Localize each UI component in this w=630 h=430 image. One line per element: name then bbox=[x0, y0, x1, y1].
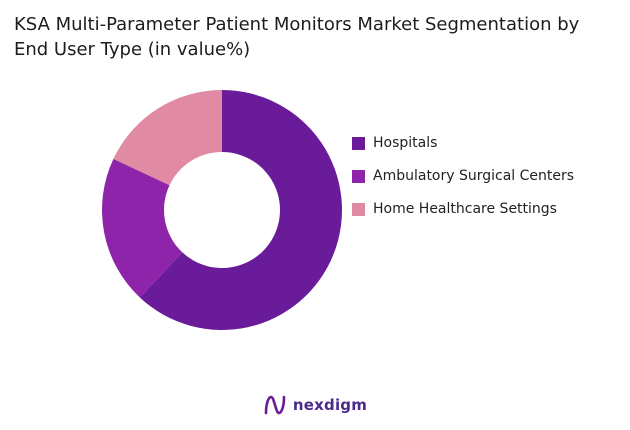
donut-slices bbox=[102, 90, 342, 330]
slice-hospitals bbox=[139, 90, 342, 330]
chart-title-line-1: KSA Multi-Parameter Patient Monitors Mar… bbox=[14, 14, 580, 35]
legend-label-ambulatory-surgical-centers: Ambulatory Surgical Centers bbox=[373, 168, 575, 184]
chart-legend: Hospitals Ambulatory Surgical Centers Ho… bbox=[352, 134, 574, 233]
chart-title: KSA Multi-Parameter Patient Monitors Mar… bbox=[14, 12, 614, 62]
brand-name: nexdigm bbox=[292, 396, 368, 414]
legend-swatch-home-healthcare-settings bbox=[352, 202, 365, 216]
legend-swatch-hospitals bbox=[352, 136, 365, 150]
chart-title-line-2: End User Type (in value%) bbox=[14, 39, 251, 60]
legend-swatch-ambulatory-surgical-centers bbox=[352, 169, 365, 183]
slice-home-healthcare-settings bbox=[113, 90, 222, 186]
legend-item-ambulatory-surgical-centers: Ambulatory Surgical Centers bbox=[352, 167, 574, 185]
legend-label-hospitals: Hospitals bbox=[373, 135, 438, 151]
slice-ambulatory-surgical-centers bbox=[102, 158, 183, 298]
brand-logo: nexdigm bbox=[0, 394, 630, 416]
legend-item-home-healthcare-settings: Home Healthcare Settings bbox=[352, 200, 574, 218]
legend-item-hospitals: Hospitals bbox=[352, 134, 574, 152]
nexdigm-logo-icon bbox=[264, 395, 286, 415]
legend-label-home-healthcare-settings: Home Healthcare Settings bbox=[373, 201, 557, 217]
